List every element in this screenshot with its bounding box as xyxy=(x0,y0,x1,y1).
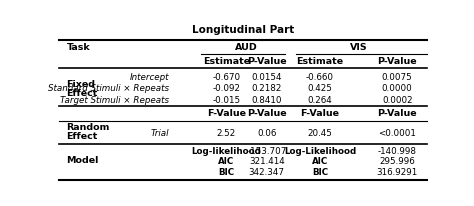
Text: Log-likelihood: Log-likelihood xyxy=(191,147,261,156)
Text: Effect: Effect xyxy=(66,132,98,141)
Text: Random: Random xyxy=(66,123,110,131)
Text: P-Value: P-Value xyxy=(247,57,287,66)
Text: 295.996: 295.996 xyxy=(379,157,415,166)
Text: Estimate: Estimate xyxy=(203,57,250,66)
Text: -0.660: -0.660 xyxy=(306,73,334,82)
Text: 342.347: 342.347 xyxy=(249,168,285,177)
Text: VIS: VIS xyxy=(350,43,367,52)
Text: Log-Likelihood: Log-Likelihood xyxy=(284,147,356,156)
Text: 0.0000: 0.0000 xyxy=(382,84,412,94)
Text: 0.0075: 0.0075 xyxy=(382,73,412,82)
Text: 0.2182: 0.2182 xyxy=(252,84,282,94)
Text: 0.0154: 0.0154 xyxy=(252,73,282,82)
Text: Task: Task xyxy=(66,43,91,52)
Text: P-Value: P-Value xyxy=(377,109,417,118)
Text: AIC: AIC xyxy=(312,157,328,166)
Text: -140.998: -140.998 xyxy=(378,147,417,156)
Text: 20.45: 20.45 xyxy=(308,129,332,138)
Text: Fixed: Fixed xyxy=(66,80,96,89)
Text: Estimate: Estimate xyxy=(297,57,344,66)
Text: BIC: BIC xyxy=(312,168,328,177)
Text: 0.8410: 0.8410 xyxy=(252,96,282,105)
Text: 0.0002: 0.0002 xyxy=(382,96,412,105)
Text: AIC: AIC xyxy=(218,157,235,166)
Text: <0.0001: <0.0001 xyxy=(378,129,416,138)
Text: Standard Stimuli × Repeats: Standard Stimuli × Repeats xyxy=(48,84,169,94)
Text: Trial: Trial xyxy=(151,129,169,138)
Text: Target Stimuli × Repeats: Target Stimuli × Repeats xyxy=(61,96,169,105)
Text: -0.670: -0.670 xyxy=(212,73,240,82)
Text: P-Value: P-Value xyxy=(247,109,287,118)
Text: Longitudinal Part: Longitudinal Part xyxy=(192,25,294,35)
Text: F-Value: F-Value xyxy=(301,109,339,118)
Text: 0.06: 0.06 xyxy=(257,129,276,138)
Text: -0.092: -0.092 xyxy=(212,84,240,94)
Text: AUD: AUD xyxy=(235,43,258,52)
Text: Effect: Effect xyxy=(66,89,98,98)
Text: BIC: BIC xyxy=(219,168,235,177)
Text: Intercept: Intercept xyxy=(130,73,169,82)
Text: -153.707: -153.707 xyxy=(247,147,286,156)
Text: 2.52: 2.52 xyxy=(217,129,236,138)
Text: 321.414: 321.414 xyxy=(249,157,285,166)
Text: 0.425: 0.425 xyxy=(308,84,332,94)
Text: -0.015: -0.015 xyxy=(212,96,240,105)
Text: 316.9291: 316.9291 xyxy=(376,168,418,177)
Text: P-Value: P-Value xyxy=(377,57,417,66)
Text: Model: Model xyxy=(66,156,99,165)
Text: F-Value: F-Value xyxy=(207,109,246,118)
Text: 0.264: 0.264 xyxy=(308,96,332,105)
